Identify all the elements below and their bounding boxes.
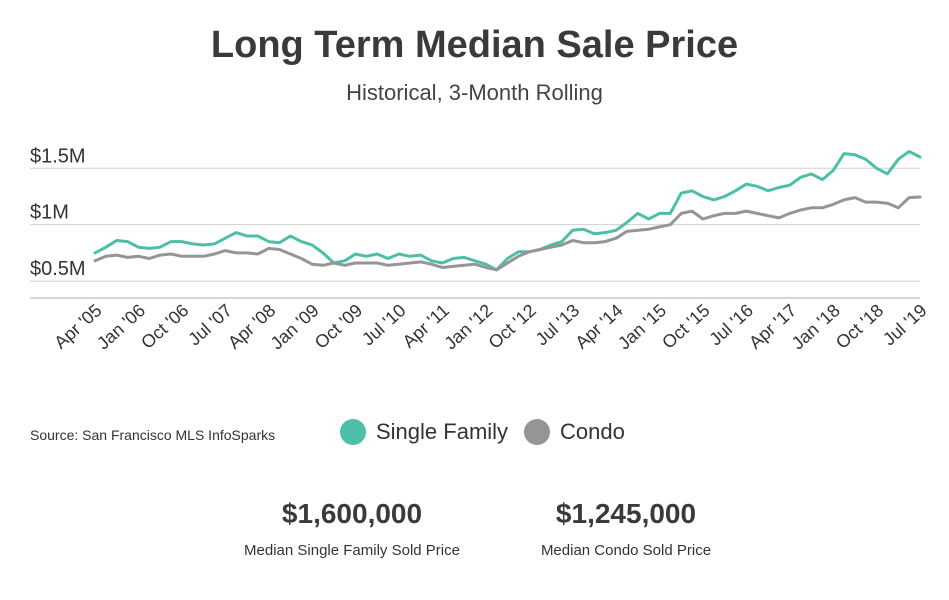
y-tick-label: $1M	[30, 202, 69, 224]
legend-item-condo: Condo	[524, 419, 625, 445]
legend-swatch-single-family	[340, 419, 366, 445]
x-tick-label: Jan '12	[440, 300, 496, 353]
stat-single-family: $1,600,000 Median Single Family Sold Pri…	[192, 498, 512, 559]
x-tick-label: Oct '15	[658, 300, 713, 353]
legend-item-single-family: Single Family	[340, 419, 508, 445]
chart-legend: Single Family Condo	[340, 419, 641, 445]
chart-title: Long Term Median Sale Price	[210, 24, 739, 66]
chart-subtitle: Historical, 3-Month Rolling	[346, 80, 603, 105]
stat-value-condo: $1,245,000	[555, 498, 697, 529]
y-tick-label: $0.5M	[30, 258, 86, 280]
x-tick-label: Jan '06	[93, 300, 149, 353]
legend-label-single-family: Single Family	[376, 419, 509, 444]
x-tick-label: Jan '18	[788, 300, 844, 353]
x-tick-label: Oct '18	[832, 300, 887, 353]
x-tick-label: Oct '09	[311, 300, 366, 353]
series-line-single-family	[93, 149, 922, 272]
stat-label-condo: Median Condo Sold Price	[540, 542, 712, 559]
stat-label-single-family: Median Single Family Sold Price	[244, 542, 460, 559]
series-line-condo	[93, 195, 922, 272]
stat-value-single-family: $1,600,000	[281, 498, 423, 529]
source-note: Source: San Francisco MLS InfoSparks	[30, 427, 276, 443]
x-tick-label: Jul '19	[879, 300, 931, 349]
x-tick-label: Jan '09	[267, 300, 323, 353]
x-tick-label: Jan '15	[614, 300, 670, 353]
x-tick-label: Oct '12	[485, 300, 540, 353]
stat-condo: $1,245,000 Median Condo Sold Price	[466, 498, 786, 559]
x-tick-label: Oct '06	[137, 300, 192, 353]
legend-label-condo: Condo	[560, 419, 625, 444]
legend-swatch-condo	[524, 419, 551, 445]
y-tick-label: $1.5M	[30, 145, 86, 167]
